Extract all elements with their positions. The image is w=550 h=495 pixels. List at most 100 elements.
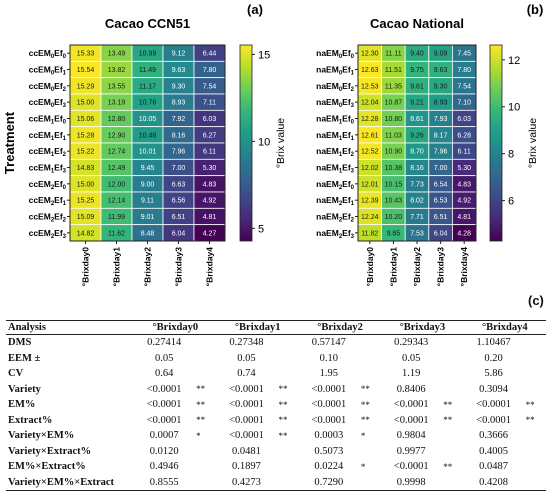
table-cell-significance: ** <box>360 399 370 410</box>
ccn51-colorbar-label: °Brix value <box>275 118 287 168</box>
ccn51-row-label: ccEM0Ef2 <box>29 81 67 93</box>
national-colorbar-tick-label: 6 <box>508 196 514 208</box>
table-row: EM%×Extract% 0.4946 0.1897 0.0224 * <0.0001 **… <box>6 459 546 475</box>
table-cell-value: 1.10467 <box>476 337 511 349</box>
national-row-label: naEM2Ef3 <box>316 228 355 240</box>
ccn51-cell-value: 7.80 <box>203 67 217 74</box>
national-cell-value: 10.20 <box>385 214 403 221</box>
national-cell-value: 8.02 <box>410 198 424 205</box>
table-cell-significance <box>359 444 381 460</box>
table-cell-value: 0.4273 <box>216 474 277 491</box>
ccn51-cell-value: 6.56 <box>172 198 186 205</box>
ccn51-cell-value: 6.51 <box>172 214 186 221</box>
table-cell-value: 0.5073 <box>314 445 344 457</box>
table-row-label: DMS <box>8 337 32 349</box>
national-cell-value: 12.63 <box>361 67 379 74</box>
table-row-label: Extract% <box>8 414 53 426</box>
ccn51-col-label: °Brixday4 <box>205 247 215 287</box>
national-cell-value: 12.53 <box>361 83 379 90</box>
table-cell-significance <box>276 474 299 491</box>
national-cell-value: 9.61 <box>410 83 424 90</box>
table-cell-significance <box>194 444 216 460</box>
table-row: Extract% <0.0001 ** <0.0001 ** <0.0001 ** <0.00… <box>6 413 546 429</box>
heatmap-cacao-ccn51: Cacao CCN51 (a) Treatment 15.33 13.49 10.99 9.… <box>2 2 287 286</box>
national-row-label: naEM1Ef1 <box>316 130 355 142</box>
table-cell-value: <0.0001 <box>476 414 511 426</box>
ccn51-title: Cacao CCN51 <box>105 16 190 31</box>
table-cell-value: <0.0001 <box>311 383 347 395</box>
ccn51-cell-value: 9.30 <box>172 83 186 90</box>
national-cell-value: 7.71 <box>410 214 424 221</box>
table-cell-value: 0.0224 <box>314 461 344 473</box>
table-cell-value: 1.95 <box>319 368 339 380</box>
national-cell-value: 12.04 <box>361 100 379 107</box>
national-cell-value: 8.93 <box>434 100 448 107</box>
ccn51-colorbar-tick-label: 15 <box>258 49 270 61</box>
table-cell-significance: ** <box>443 399 453 410</box>
ccn51-cell-value: 15.09 <box>77 214 95 221</box>
ccn51-col-label: °Brixday0 <box>81 247 91 287</box>
national-cell-value: 9.21 <box>410 100 424 107</box>
ccn51-row-label: ccEM1Ef0 <box>29 114 67 126</box>
table-cell-significance <box>359 335 381 351</box>
table-header-day: °Brixday0 <box>134 320 217 335</box>
table-cell-value: <0.0001 <box>229 414 264 426</box>
table-cell-significance <box>441 382 463 398</box>
national-cell-value: 7.45 <box>457 51 471 58</box>
table-header-day: °Brixday1 <box>216 320 299 335</box>
table-header-analysis: Analysis <box>6 320 135 335</box>
national-row-label: naEM0Ef1 <box>316 65 355 77</box>
table-cell-significance <box>359 351 381 367</box>
ccn51-cell-value: 14.83 <box>77 165 95 172</box>
ccn51-cell-value: 6.27 <box>203 132 217 139</box>
ccn51-cell-value: 12.90 <box>108 132 126 139</box>
ccn51-col-label: °Brixday2 <box>143 247 153 287</box>
ccn51-cell-value: 15.25 <box>77 198 95 205</box>
ccn51-cell-value: 4.92 <box>203 198 217 205</box>
national-cell-value: 7.96 <box>434 149 448 156</box>
table-cell-value: 5.86 <box>484 368 503 380</box>
table-cell-significance <box>523 474 546 491</box>
national-cell-value: 11.51 <box>385 67 402 74</box>
table-cell-significance <box>359 366 381 382</box>
table-cell-value: 0.4208 <box>463 474 524 491</box>
national-colorbar-tick-label: 10 <box>508 102 520 114</box>
national-cell-value: 6.28 <box>457 132 471 139</box>
ccn51-row-label: ccEM0Ef0 <box>29 48 67 60</box>
table-body: DMS 0.27414 0.27348 0.57147 0.29343 1.10467 EE… <box>6 335 546 491</box>
table-cell-value: 0.05 <box>237 352 256 364</box>
table-cell-value: 0.05 <box>154 352 174 364</box>
table-cell-significance <box>276 366 298 382</box>
table-header-day: °Brixday3 <box>381 320 464 335</box>
table-cell-significance <box>358 474 382 491</box>
national-row-label: naEM2Ef1 <box>316 195 355 207</box>
national-cell-value: 12.28 <box>361 116 379 123</box>
ccn51-cell-value: 12.74 <box>108 149 126 156</box>
table-cell-value: <0.0001 <box>393 461 429 473</box>
national-cell-value: 10.38 <box>385 165 403 172</box>
ccn51-cell-value: 12.14 <box>108 198 126 205</box>
table-cell-significance <box>276 459 298 475</box>
national-title: Cacao National <box>370 16 464 31</box>
national-row-label: naEM0Ef0 <box>316 48 355 60</box>
ccn51-y-axis-label: Treatment <box>2 111 17 174</box>
national-row-label: naEM1Ef2 <box>316 146 355 158</box>
table-cell-significance: ** <box>196 384 206 395</box>
table-cell-significance: * <box>360 461 366 472</box>
national-cell-value: 6.54 <box>434 181 448 188</box>
ccn51-cell-value: 4.83 <box>203 181 217 188</box>
national-col-label: °Brixday0 <box>365 247 375 287</box>
table-row: Variety×EM%×Extract 0.8555 0.4273 0.7290 0.9… <box>6 474 546 491</box>
ccn51-cell-value: 9.01 <box>141 214 155 221</box>
table-cell-significance <box>276 444 298 460</box>
ccn51-cell-value: 15.00 <box>77 181 95 188</box>
national-row-label: naEM0Ef2 <box>316 81 355 93</box>
national-cell-value: 7.93 <box>434 116 448 123</box>
table-row-label: EM%×Extract% <box>8 461 86 473</box>
table-cell-significance <box>194 459 216 475</box>
ccn51-cell-value: 4.27 <box>203 230 217 237</box>
national-cell-value: 6.04 <box>434 230 448 237</box>
national-cell-value: 12.52 <box>361 149 379 156</box>
national-cell-value: 6.11 <box>458 149 471 156</box>
table-cell-value: 0.9977 <box>396 445 426 457</box>
